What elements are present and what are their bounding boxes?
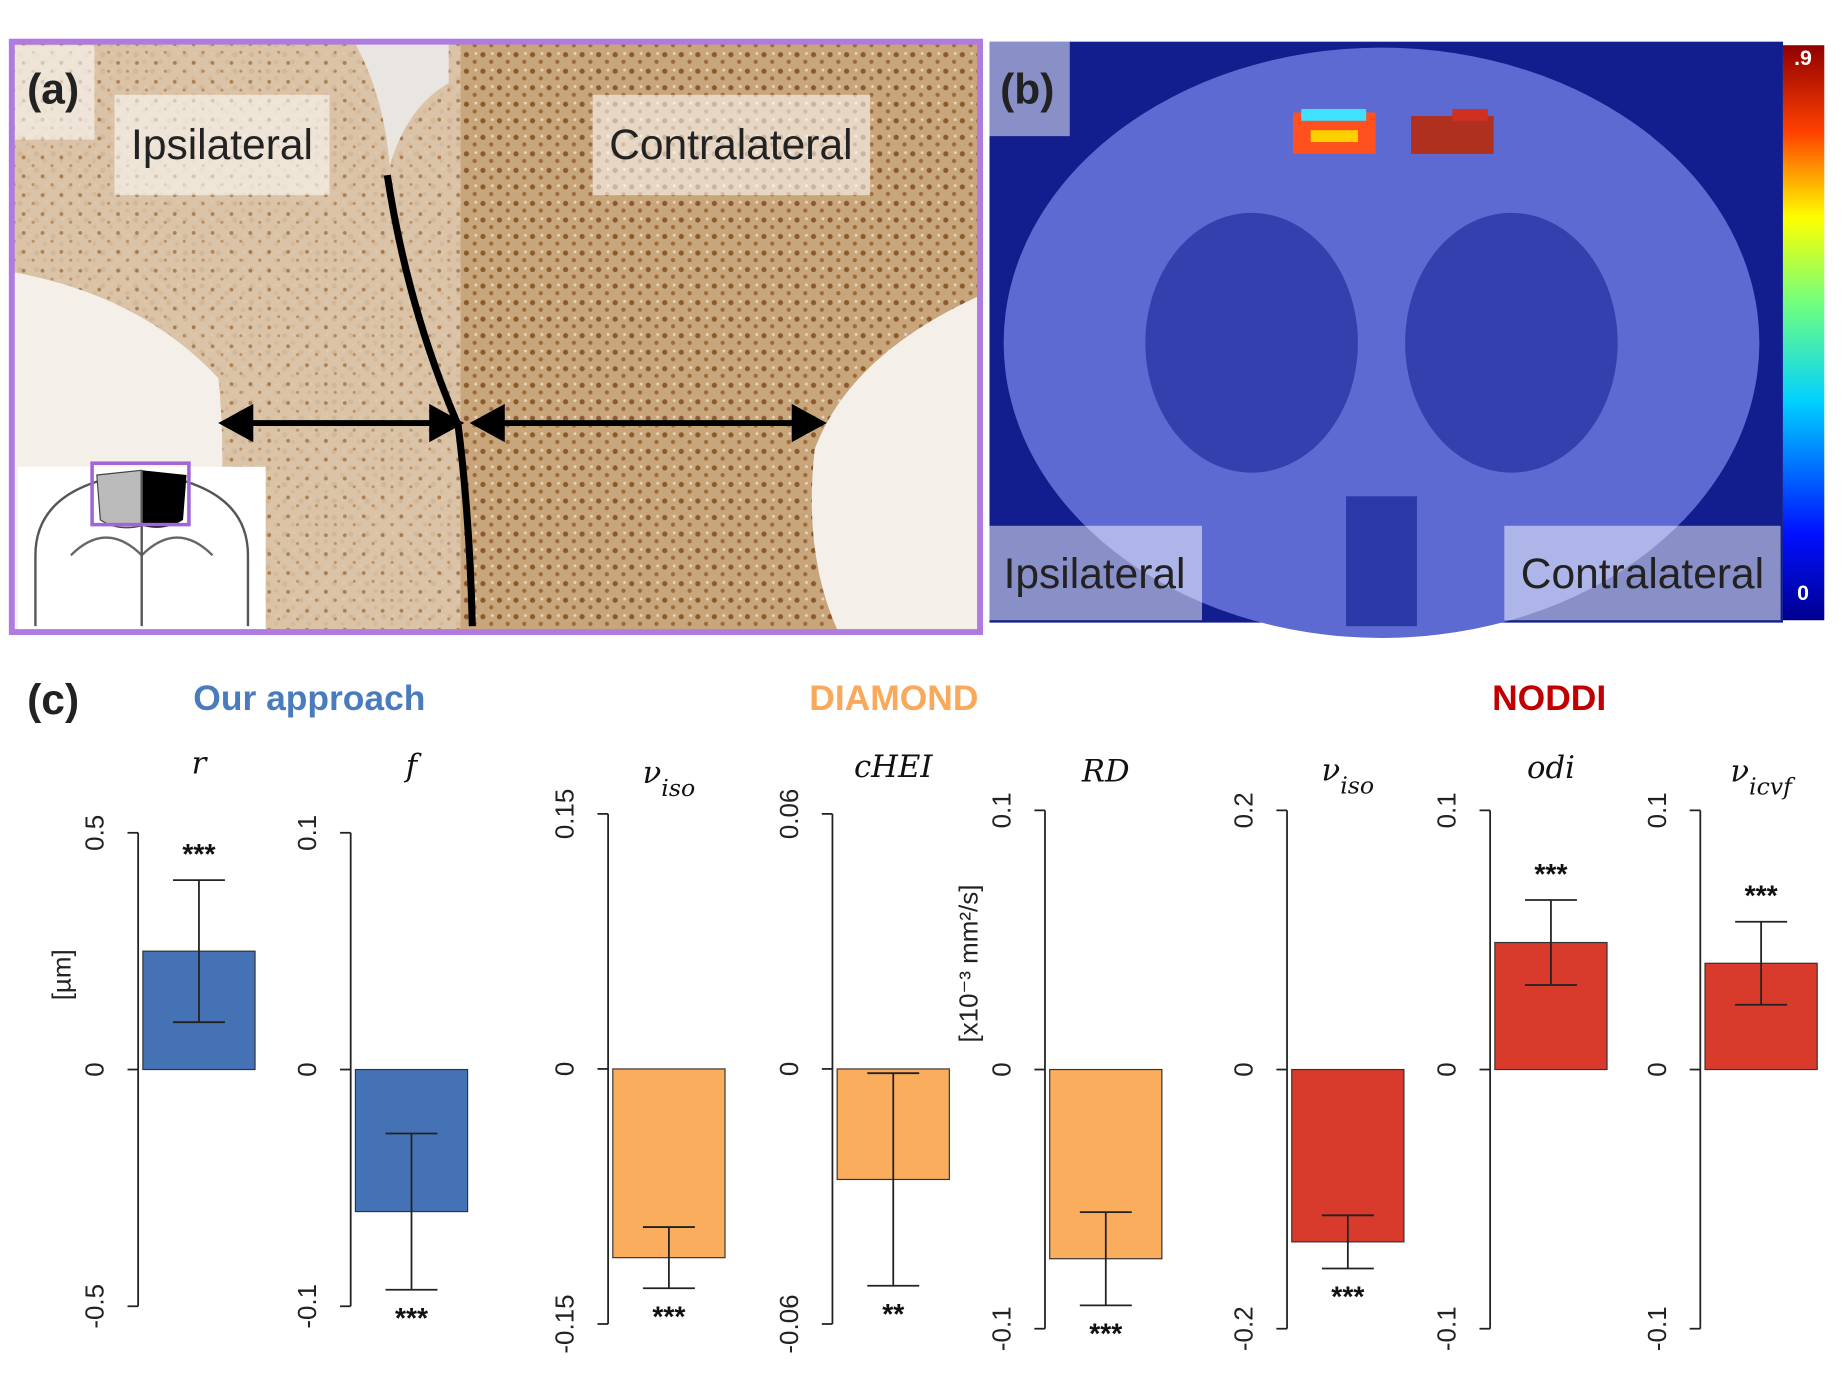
bar bbox=[1291, 1068, 1405, 1243]
y-tick-label: 0.5 bbox=[80, 815, 110, 851]
y-tick-label: -0.1 bbox=[1642, 1306, 1672, 1351]
y-tick-label: 0.1 bbox=[1642, 792, 1672, 828]
inset bbox=[17, 461, 266, 630]
y-tick-label: 0 bbox=[1432, 1062, 1462, 1076]
value-label: *** bbox=[1745, 881, 1778, 913]
white-matter bbox=[811, 295, 981, 633]
error-bar bbox=[1524, 899, 1577, 986]
y-tick-label: 0 bbox=[80, 1062, 110, 1076]
y-axis-label: [µm] bbox=[47, 949, 77, 1000]
group-heading: NODDI bbox=[1492, 678, 1606, 718]
y-tick-label: 0.1 bbox=[292, 815, 322, 851]
colorbar-tick-label: 0 bbox=[1797, 581, 1809, 605]
panel-label: (c) bbox=[27, 677, 79, 724]
error-bar bbox=[1321, 1214, 1374, 1270]
label-box bbox=[989, 525, 1203, 621]
value-label: *** bbox=[652, 1301, 685, 1333]
side-label: Ipsilateral bbox=[1004, 551, 1186, 598]
title-main: ν bbox=[1322, 754, 1341, 789]
arrows bbox=[218, 403, 827, 443]
y-tick-label: -0.2 bbox=[1229, 1306, 1259, 1351]
colorbar-tick-label: .9 bbox=[1794, 46, 1812, 70]
value-label: *** bbox=[1089, 1319, 1122, 1351]
y-tick-label: 0.15 bbox=[550, 789, 580, 840]
error-bar bbox=[385, 1132, 438, 1291]
side-label: Contralateral bbox=[1521, 551, 1764, 598]
chart-title: f bbox=[404, 749, 422, 784]
chart-title: r bbox=[192, 746, 209, 781]
label-box bbox=[1504, 525, 1781, 621]
y-tick-label: 0 bbox=[1642, 1062, 1672, 1076]
label-box bbox=[592, 94, 871, 196]
value-label: *** bbox=[1331, 1282, 1364, 1314]
panel-label: (b) bbox=[1000, 67, 1054, 114]
brain bbox=[1003, 47, 1760, 638]
error-bar bbox=[642, 1226, 695, 1290]
y-tick-label: -0.15 bbox=[550, 1294, 580, 1353]
title-main: f bbox=[404, 749, 422, 784]
panel-label: (a) bbox=[27, 67, 79, 114]
chart-title: νiso bbox=[643, 756, 696, 802]
group-heading: DIAMOND bbox=[809, 678, 978, 718]
title-sub: iso bbox=[1340, 771, 1374, 799]
value-label: *** bbox=[1534, 859, 1567, 891]
y-tick-label: -0.1 bbox=[292, 1284, 322, 1329]
y-tick-label: -0.06 bbox=[774, 1294, 804, 1353]
hotspots bbox=[1292, 108, 1494, 154]
y-tick-label: -0.1 bbox=[1432, 1306, 1462, 1351]
side-label: Contralateral bbox=[609, 122, 852, 169]
y-axis-label: [x10⁻³ mm²/s] bbox=[953, 885, 983, 1043]
colorbar bbox=[1782, 45, 1825, 621]
title-main: ν bbox=[643, 756, 662, 791]
chart-title: νiso bbox=[1322, 754, 1375, 799]
brain-region bbox=[1346, 496, 1417, 627]
y-tick-label: 0.2 bbox=[1229, 792, 1259, 828]
title-main: odi bbox=[1527, 751, 1575, 786]
y-tick-label: 0.1 bbox=[1432, 792, 1462, 828]
value-label: *** bbox=[395, 1303, 428, 1335]
title-main: ν bbox=[1730, 755, 1749, 790]
brain-region bbox=[1145, 212, 1358, 473]
chart-title: odi bbox=[1527, 751, 1575, 786]
label-box bbox=[114, 94, 330, 196]
error-bar bbox=[1079, 1211, 1132, 1307]
side-label: Ipsilateral bbox=[131, 122, 313, 169]
panel-a: (a) Ipsilateral Contralateral bbox=[8, 38, 983, 636]
y-tick-label: 0 bbox=[292, 1062, 322, 1076]
title-main: cHEI bbox=[854, 750, 933, 785]
label-box bbox=[11, 45, 95, 140]
chart-title: RD bbox=[1081, 755, 1130, 790]
y-tick-label: 0.06 bbox=[774, 789, 804, 840]
error-bar bbox=[867, 1072, 920, 1287]
error-bar bbox=[1735, 920, 1788, 1006]
brain-region bbox=[1405, 212, 1618, 473]
chart-title: νicvf bbox=[1730, 755, 1796, 801]
title-main: RD bbox=[1081, 755, 1130, 790]
title-main: r bbox=[192, 746, 209, 781]
error-bar bbox=[172, 879, 225, 1024]
label-box bbox=[989, 41, 1070, 137]
y-tick-label: 0 bbox=[774, 1062, 804, 1076]
y-tick-label: 0 bbox=[1229, 1062, 1259, 1076]
panel-b: (b) Ipsilateral Contralateral bbox=[989, 41, 1825, 638]
y-tick-label: -0.1 bbox=[987, 1306, 1017, 1351]
title-sub: icvf bbox=[1749, 772, 1796, 800]
y-tick-label: -0.5 bbox=[80, 1284, 110, 1329]
value-label: *** bbox=[182, 839, 215, 871]
title-sub: iso bbox=[661, 773, 695, 801]
midline-fissure bbox=[354, 41, 449, 166]
y-tick-label: 0.1 bbox=[987, 792, 1017, 828]
y-tick-label: 0 bbox=[550, 1062, 580, 1076]
y-tick-label: 0 bbox=[987, 1062, 1017, 1076]
panel-border bbox=[8, 38, 983, 636]
group-heading: Our approach bbox=[193, 678, 425, 718]
value-label: ** bbox=[882, 1299, 904, 1331]
chart-title: cHEI bbox=[854, 750, 933, 785]
